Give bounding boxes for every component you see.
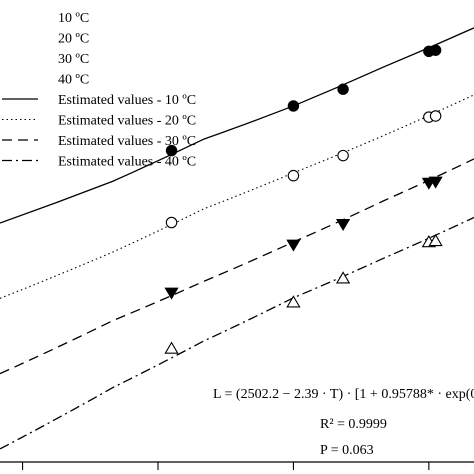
point-10-c-5 <box>429 44 442 56</box>
legend-label: Estimated values - 10 ºC <box>58 93 196 108</box>
equation-annotation: L = (2502.2 − 2.39 · T) · [1 + 0.95788* … <box>213 387 474 458</box>
estimated-curves <box>0 27 474 450</box>
p-value-text: P = 0.063 <box>320 443 374 458</box>
legend-label: 10 ºC <box>58 11 89 26</box>
legend-item-estimated-values-10-c: Estimated values - 10 ºC <box>2 93 196 108</box>
point-20-c-1 <box>165 216 178 229</box>
point-10-c-2 <box>287 100 300 112</box>
legend-label: Estimated values - 40 ºC <box>58 155 196 170</box>
legend: 10 ºC 20 ºC 30 ºC 40 ºC Estimated values - 1… <box>2 11 196 170</box>
legend-item-40-c: 40 ºC <box>58 73 89 88</box>
observed-markers <box>164 44 443 354</box>
point-30-c-3 <box>336 219 351 232</box>
point-40-c-2 <box>286 295 301 308</box>
r-squared-text: R² = 0.9999 <box>320 417 387 432</box>
curve-estimated-values-10-c <box>0 27 474 224</box>
curve-estimated-values-40-c <box>0 216 474 450</box>
point-20-c-3 <box>337 149 349 162</box>
point-30-c-1 <box>164 287 179 300</box>
legend-item-estimated-values-30-c: Estimated values - 30 ºC <box>2 134 196 149</box>
curve-estimated-values-30-c <box>0 158 474 375</box>
legend-item-estimated-values-20-c: Estimated values - 20 ºC <box>2 114 196 129</box>
point-40-c-5 <box>428 233 443 247</box>
legend-item-10-c: 10 ºC <box>58 11 89 26</box>
curve-estimated-values-20-c <box>0 94 474 299</box>
point-10-c-1 <box>165 144 178 157</box>
legend-label: 30 ºC <box>58 52 89 67</box>
legend-label: Estimated values - 30 ºC <box>58 134 196 149</box>
legend-item-30-c: 30 ºC <box>58 52 89 67</box>
point-10-c-3 <box>337 83 349 95</box>
x-axis <box>0 461 474 470</box>
legend-label: Estimated values - 20 ºC <box>58 114 196 129</box>
point-30-c-5 <box>428 176 443 189</box>
point-40-c-1 <box>164 341 179 354</box>
point-30-c-2 <box>286 239 301 252</box>
point-40-c-3 <box>335 271 351 284</box>
point-20-c-5 <box>429 110 442 122</box>
legend-label: 20 ºC <box>58 32 89 47</box>
point-20-c-2 <box>287 169 300 182</box>
legend-item-estimated-values-40-c: Estimated values - 40 ºC <box>2 155 196 170</box>
equation-text: L = (2502.2 − 2.39 · T) · [1 + 0.95788* … <box>213 387 474 402</box>
legend-label: 40 ºC <box>58 73 89 88</box>
legend-item-20-c: 20 ºC <box>58 32 89 47</box>
